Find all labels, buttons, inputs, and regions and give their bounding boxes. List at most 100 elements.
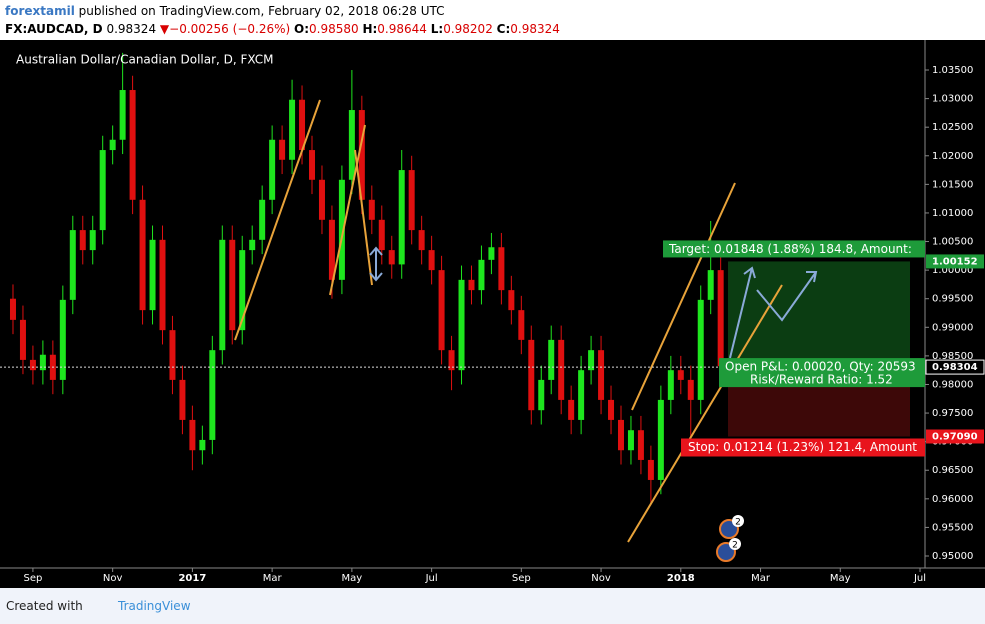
price-tag (926, 429, 984, 444)
candle-body (358, 110, 365, 200)
candle-body (289, 99, 296, 160)
candle-body (318, 179, 325, 220)
candle-body (239, 250, 246, 331)
last: 0.98324 (106, 22, 157, 36)
trend-line (631, 182, 736, 411)
candle-body (338, 179, 345, 280)
high: 0.98644 (377, 22, 427, 36)
candle-body (627, 430, 634, 451)
candle-body (279, 139, 286, 160)
candle-body (19, 319, 26, 360)
y-tick-label: 0.96500 (932, 465, 973, 476)
candle-body (667, 370, 674, 400)
quote-line: FX:AUDCAD, D 0.98324 ▼−0.00256 (−0.26%) … (5, 22, 560, 36)
candle-body (39, 354, 46, 371)
candle-body (269, 139, 276, 200)
candle-body (249, 239, 256, 251)
candle-body (578, 370, 585, 420)
x-tick-label: Nov (103, 573, 123, 584)
candle-body (428, 250, 435, 271)
x-tick-label: Mar (263, 573, 283, 584)
y-tick-label: 1.02500 (932, 122, 973, 133)
x-tick-label: 2017 (178, 573, 206, 584)
candle-body (687, 379, 694, 400)
candle-body (707, 270, 714, 300)
price-tag-label: 1.00152 (932, 256, 978, 267)
y-tick-label: 1.03500 (932, 65, 973, 76)
y-tick-label: 1.00000 (932, 265, 973, 276)
x-tick-label: Sep (512, 573, 531, 584)
candle-body (9, 298, 16, 320)
candle-body (328, 219, 335, 280)
candle-body (508, 290, 515, 311)
y-tick-label: 0.96000 (932, 494, 973, 505)
candle-body (478, 259, 485, 291)
trend-line (354, 149, 373, 286)
close: 0.98324 (510, 22, 560, 36)
price-tag (925, 359, 985, 375)
price-tag-label: 0.97090 (932, 432, 978, 443)
arrow (756, 271, 818, 322)
y-tick-label: 0.99000 (932, 322, 973, 333)
footer: Created with TradingView (0, 588, 985, 624)
event-badge (732, 515, 744, 527)
candle-body (558, 339, 565, 400)
symbol: FX:AUDCAD, D (5, 22, 103, 36)
created-with: Created with (6, 599, 83, 613)
x-tick-label: Mar (751, 573, 771, 584)
candle-body (299, 99, 306, 151)
candle-body (149, 239, 156, 311)
candle-body (368, 199, 375, 220)
candle-body (69, 230, 76, 300)
candle-body (408, 170, 415, 231)
chart-title: Australian Dollar/Canadian Dollar, D, FX… (16, 53, 274, 67)
candle-body (129, 90, 136, 200)
candle-body (59, 299, 66, 380)
trend-line (234, 99, 321, 341)
candle-body (458, 279, 465, 371)
event-count: 2 (732, 541, 738, 551)
candle-body (598, 350, 605, 400)
pnl-label: Open P&L: 0.00020, Qty: 20593 (725, 360, 916, 374)
event-count: 2 (735, 518, 741, 528)
target-label: Target: 0.01848 (1.88%) 184.8, Amount: (668, 242, 912, 256)
x-tick-label: May (342, 573, 363, 584)
candle-body (548, 339, 555, 380)
candle-body (588, 350, 595, 371)
drawings (234, 99, 818, 543)
candle-body (89, 230, 96, 251)
candle-body (169, 330, 176, 380)
x-tick-label: Jul (425, 573, 438, 584)
brand-link[interactable]: TradingView (118, 599, 191, 613)
candle-body (79, 230, 86, 251)
y-tick-label: 0.95500 (932, 522, 973, 533)
candle-body (617, 419, 624, 451)
candle-body (418, 230, 425, 251)
stop-label: Stop: 0.01214 (1.23%) 121.4, Amount (688, 440, 917, 454)
candle-body (189, 419, 196, 451)
stop-label-box (681, 438, 925, 457)
candle-body (209, 350, 216, 440)
event-badge (729, 538, 741, 550)
position-layer (728, 261, 910, 437)
candle-body (438, 270, 445, 351)
candle-body (677, 370, 684, 380)
c-label: C: (496, 22, 511, 36)
y-tick-label: 0.98000 (932, 379, 973, 390)
candle-layer (9, 52, 724, 506)
y-tick-label: 1.00500 (932, 237, 973, 248)
x-tick-label: Nov (591, 573, 611, 584)
x-tick-label: Jul (913, 573, 926, 584)
y-tick-label: 1.01500 (932, 179, 973, 190)
candle-body (388, 250, 395, 265)
x-tick-label: May (830, 573, 851, 584)
candle-body (647, 459, 654, 480)
candle-body (378, 219, 385, 251)
candle-body (219, 239, 226, 351)
candle-body (538, 379, 545, 411)
candle-body (637, 430, 644, 460)
author[interactable]: forextamil (5, 4, 75, 18)
candle-body (309, 150, 316, 180)
l-label: L: (430, 22, 444, 36)
rr-label: Risk/Reward Ratio: 1.52 (750, 373, 893, 387)
